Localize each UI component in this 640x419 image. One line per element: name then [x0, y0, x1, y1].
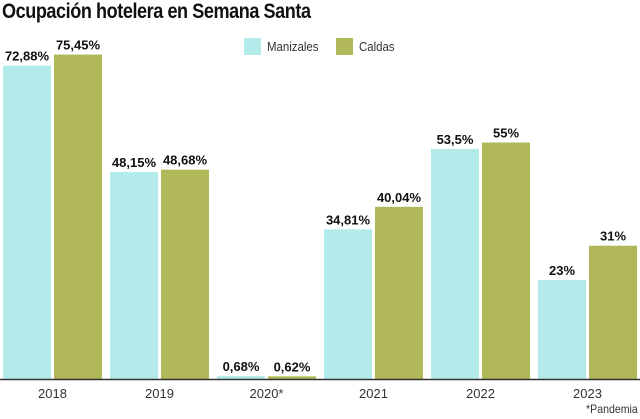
value-label-manizales-2023: 23%	[549, 263, 575, 278]
legend-item-manizales: Manizales	[244, 38, 326, 55]
bar-caldas-2018	[54, 54, 102, 379]
value-label-caldas-2023: 31%	[600, 229, 626, 244]
value-label-caldas-2022: 55%	[493, 126, 519, 141]
bar-caldas-2019	[161, 169, 209, 379]
bar-manizales-2021	[324, 229, 372, 379]
value-label-manizales-2019: 48,15%	[112, 155, 157, 170]
x-tick-label-2018: 2018	[38, 386, 67, 401]
legend-swatch-caldas	[335, 38, 353, 55]
bar-caldas-2021	[375, 206, 423, 379]
x-tick-label-2019: 2019	[145, 386, 174, 401]
x-tick-label-2021: 2021	[359, 386, 388, 401]
bar-caldas-2020	[268, 376, 316, 379]
x-tick-label-2023: 2023	[573, 386, 602, 401]
value-label-caldas-2020: 0,62%	[274, 359, 311, 374]
bar-manizales-2018	[3, 65, 51, 379]
bar-manizales-2023	[538, 280, 586, 379]
legend-label-manizales: Manizales	[267, 39, 319, 54]
legend-label-caldas: Caldas	[358, 39, 395, 54]
value-label-manizales-2022: 53,5%	[437, 132, 474, 147]
legend: Manizales Caldas	[244, 38, 409, 55]
bar-caldas-2023	[589, 245, 637, 379]
legend-swatch-manizales	[244, 38, 261, 55]
value-label-manizales-2018: 72,88%	[5, 49, 50, 64]
bar-manizales-2020	[217, 376, 265, 379]
value-label-caldas-2019: 48,68%	[163, 153, 208, 168]
value-label-manizales-2021: 34,81%	[326, 212, 371, 227]
bar-manizales-2022	[431, 148, 479, 379]
value-label-manizales-2020: 0,68%	[223, 359, 260, 374]
value-label-caldas-2021: 40,04%	[377, 190, 422, 205]
bar-manizales-2019	[110, 171, 158, 379]
chart-title: Ocupación hotelera en Semana Santa	[2, 0, 311, 23]
value-label-caldas-2018: 75,45%	[56, 38, 101, 53]
x-tick-label-2020: 2020*	[250, 386, 284, 401]
legend-item-caldas: Caldas	[335, 38, 399, 55]
footnote: *Pandemia	[586, 402, 638, 416]
bar-caldas-2022	[482, 142, 530, 379]
x-tick-label-2022: 2022	[466, 386, 495, 401]
